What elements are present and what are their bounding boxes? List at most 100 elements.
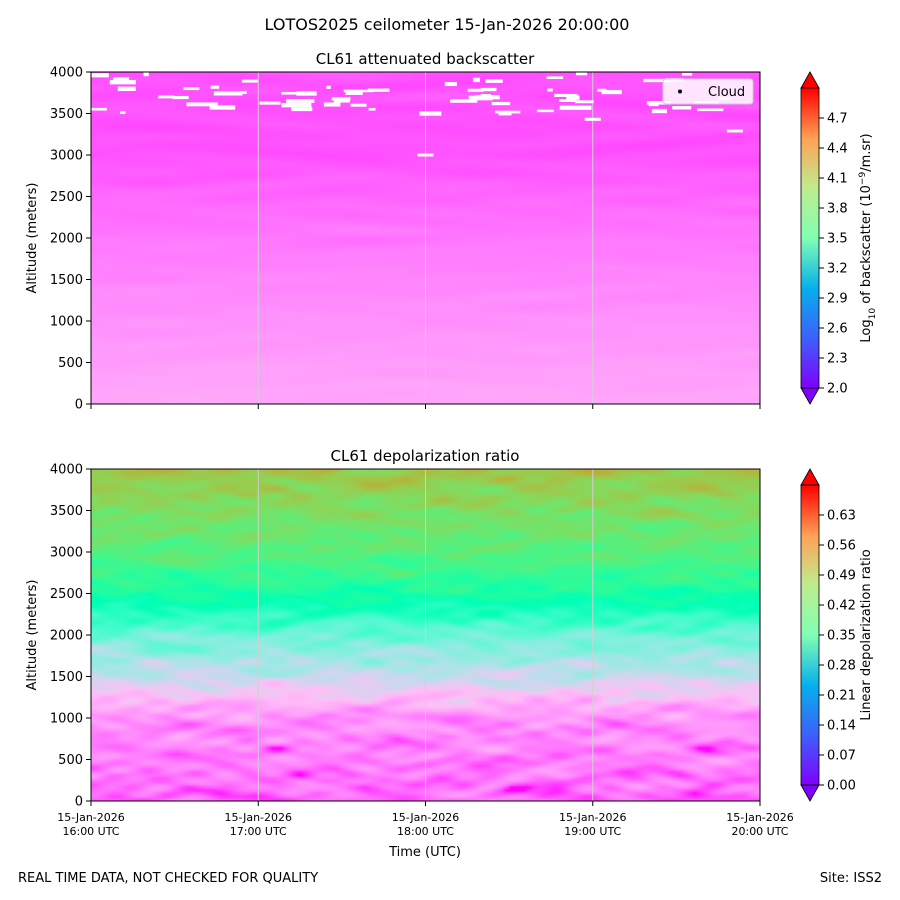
cloud-marker bbox=[648, 102, 659, 107]
cloud-marker bbox=[467, 88, 484, 92]
cloud-marker bbox=[291, 107, 313, 112]
colorbar-tick-label: 0.56 bbox=[827, 539, 856, 554]
colorbar-tick-label: 0.07 bbox=[827, 749, 856, 764]
depolarization-title: CL61 depolarization ratio bbox=[331, 447, 520, 465]
y-tick-label: 2500 bbox=[50, 190, 83, 205]
cloud-marker bbox=[286, 98, 315, 103]
colorbar-tick-label: 2.9 bbox=[827, 292, 848, 307]
cb-label-part: /m.sr) bbox=[859, 133, 874, 171]
cb-label-sup: −9 bbox=[858, 172, 868, 186]
x-tick-time-label: 17:00 UTC bbox=[230, 825, 287, 838]
x-tick-date-label: 15-Jan-2026 bbox=[559, 811, 627, 824]
y-tick-label: 1000 bbox=[50, 315, 83, 330]
cloud-marker bbox=[485, 79, 503, 83]
y-tick-label: 1500 bbox=[50, 273, 83, 288]
cloud-marker bbox=[158, 95, 175, 99]
cloud-marker bbox=[239, 90, 247, 95]
colorbar-tick-label: 0.49 bbox=[827, 569, 856, 584]
cloud-marker bbox=[643, 78, 674, 83]
colorbar-gradient bbox=[801, 88, 819, 388]
depolarization-colorbar-ticks: 0.00 0.07 0.14 0.21 0.28 0.35 0.42 0.49 0.56 0.63 bbox=[819, 509, 856, 794]
y-tick-label: 2500 bbox=[50, 587, 83, 602]
cloud-marker bbox=[367, 88, 390, 92]
colorbar-tick-label: 0.42 bbox=[827, 599, 856, 614]
colorbar-tick-label: 3.5 bbox=[827, 232, 848, 247]
cloud-marker bbox=[566, 95, 580, 100]
cloud-marker bbox=[85, 73, 109, 78]
y-tick-label: 0 bbox=[75, 795, 83, 810]
cloud-marker bbox=[345, 91, 363, 95]
backscatter-title: CL61 attenuated backscatter bbox=[316, 50, 535, 68]
cloud-marker bbox=[343, 89, 374, 93]
depolarization-y-axis-label: Altitude (meters) bbox=[25, 580, 40, 691]
cloud-marker bbox=[186, 102, 219, 107]
y-tick-label: 4000 bbox=[50, 66, 83, 81]
depolarization-colorbar-label: Linear depolarization ratio bbox=[859, 549, 874, 720]
colorbar-tick-label: 0.14 bbox=[827, 719, 856, 734]
backscatter-colorbar-ticks: 2.0 2.3 2.6 2.9 3.2 3.5 3.8 4.1 4.4 4.7 bbox=[819, 112, 848, 397]
colorbar-tick-label: 0.63 bbox=[827, 509, 856, 524]
backscatter-gridlines bbox=[257, 72, 594, 404]
backscatter-y-axis-label: Altitude (meters) bbox=[25, 183, 40, 294]
cloud-marker bbox=[472, 77, 481, 83]
cloud-marker bbox=[547, 88, 553, 92]
cloud-marker bbox=[281, 102, 312, 108]
cloud-marker bbox=[576, 72, 588, 76]
y-tick-label: 0 bbox=[75, 398, 83, 413]
cloud-marker bbox=[172, 95, 189, 100]
cb-label-sub: 10 bbox=[868, 308, 878, 320]
y-tick-label: 3500 bbox=[50, 107, 83, 122]
cloud-marker bbox=[331, 97, 351, 101]
colorbar-tick-label: 0.00 bbox=[827, 779, 856, 794]
x-tick-date-label: 15-Jan-2026 bbox=[57, 811, 125, 824]
cloud-legend-marker-icon bbox=[678, 89, 682, 94]
colorbar-tick-label: 2.6 bbox=[827, 322, 848, 337]
cloud-legend: Cloud bbox=[662, 78, 754, 105]
cloud-marker bbox=[498, 111, 512, 116]
cloud-marker bbox=[350, 103, 367, 107]
cloud-marker bbox=[419, 111, 442, 116]
y-tick-label: 2000 bbox=[50, 232, 83, 247]
cloud-marker bbox=[681, 72, 693, 76]
cloud-marker bbox=[209, 105, 234, 110]
colorbar-extend-bottom bbox=[800, 784, 820, 802]
cloud-marker bbox=[726, 129, 743, 133]
colorbar-tick-label: 0.35 bbox=[827, 629, 856, 644]
colorbar-tick-label: 4.7 bbox=[827, 112, 848, 127]
cloud-marker bbox=[559, 99, 577, 103]
x-tick-date-label: 15-Jan-2026 bbox=[225, 811, 293, 824]
cloud-marker bbox=[494, 110, 521, 114]
colorbar-tick-label: 3.8 bbox=[827, 202, 848, 217]
cloud-marker bbox=[210, 85, 220, 89]
x-tick-date-label: 15-Jan-2026 bbox=[392, 811, 460, 824]
y-tick-label: 1000 bbox=[50, 712, 83, 727]
cloud-marker bbox=[259, 101, 281, 105]
x-tick-time-label: 20:00 UTC bbox=[731, 825, 788, 838]
figure-title: LOTOS2025 ceilometer 15-Jan-2026 20:00:0… bbox=[265, 15, 630, 34]
x-tick-time-label: 18:00 UTC bbox=[397, 825, 454, 838]
cloud-marker bbox=[574, 100, 594, 104]
backscatter-panel: CL61 attenuated backscatter 0 500 1000 1500… bbox=[25, 50, 878, 413]
y-tick-label: 4000 bbox=[50, 463, 83, 478]
y-tick-label: 3000 bbox=[50, 546, 83, 561]
y-tick-label: 1500 bbox=[50, 670, 83, 685]
x-axis-label: Time (UTC) bbox=[388, 845, 461, 860]
cloud-marker bbox=[546, 76, 564, 80]
cloud-marker bbox=[88, 107, 107, 111]
cloud-marker bbox=[296, 91, 317, 96]
cloud-marker bbox=[109, 79, 136, 85]
cloud-marker bbox=[601, 89, 622, 95]
colorbar-tick-label: 4.4 bbox=[827, 142, 848, 157]
site-label: Site: ISS2 bbox=[820, 871, 882, 886]
colorbar-tick-label: 2.3 bbox=[827, 352, 848, 367]
cloud-marker bbox=[697, 108, 724, 112]
cloud-marker bbox=[536, 109, 554, 113]
cb-label-part: Log bbox=[859, 319, 874, 342]
cloud-marker bbox=[646, 101, 671, 105]
x-tick-time-label: 19:00 UTC bbox=[564, 825, 621, 838]
cloud-marker bbox=[450, 99, 478, 103]
y-tick-label: 3000 bbox=[50, 149, 83, 164]
x-tick-date-label: 15-Jan-2026 bbox=[726, 811, 794, 824]
backscatter-colorbar-label: Log10 of backscatter (10−9/m.sr) bbox=[858, 133, 878, 342]
